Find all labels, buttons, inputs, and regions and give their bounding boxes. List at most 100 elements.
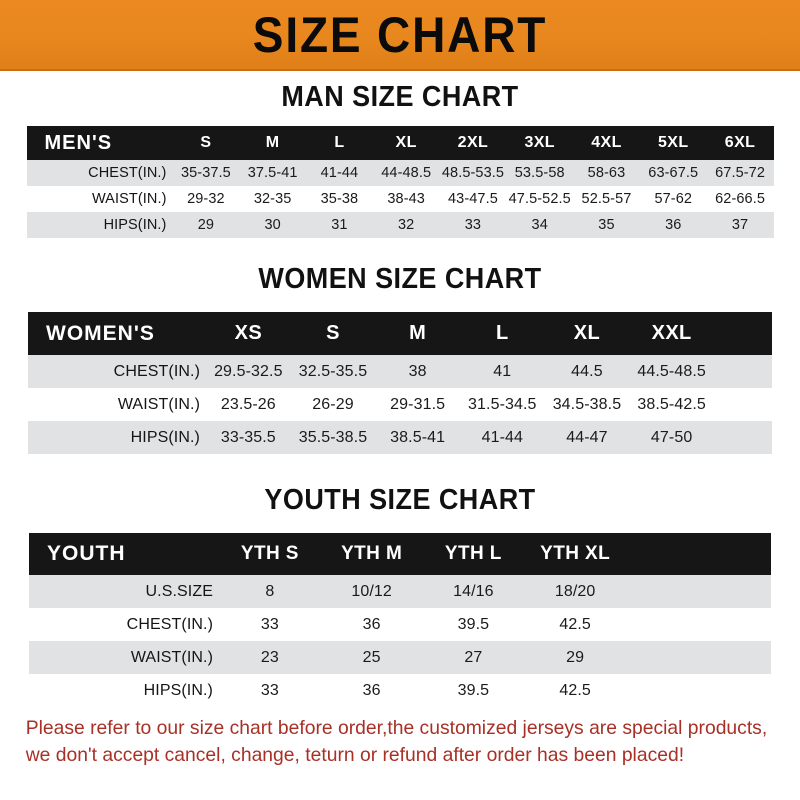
cell: 36 <box>639 212 707 238</box>
footer-disclaimer: Please refer to our size chart before or… <box>0 715 792 769</box>
cell: 57-62 <box>639 186 707 212</box>
cell: 42.5 <box>524 674 626 707</box>
cell: 33 <box>219 674 321 707</box>
row-label: U.S.SIZE <box>29 575 219 608</box>
youth-col-header: YTH S <box>219 533 321 575</box>
man-col-header: 4XL <box>573 126 640 160</box>
cell: 52.5-57 <box>573 186 640 212</box>
cell: 39.5 <box>422 608 525 641</box>
youth-section-title: YOUTH SIZE CHART <box>264 484 536 516</box>
cell: 41-44 <box>306 160 373 186</box>
cell: 32-35 <box>239 186 307 212</box>
spacer <box>0 71 800 81</box>
women-col-header: XL <box>544 312 630 355</box>
cell: 23.5-26 <box>206 388 291 421</box>
cell: 67.5-72 <box>706 160 774 186</box>
cell: 32.5-35.5 <box>290 355 376 388</box>
cell: 63-67.5 <box>639 160 707 186</box>
cell: 37.5-41 <box>239 160 307 186</box>
table-row: CHEST(IN.) 29.5-32.5 32.5-35.5 38 41 44.… <box>28 355 772 388</box>
man-col-header: 3XL <box>506 126 574 160</box>
table-row: WAIST(IN.) 23.5-26 26-29 29-31.5 31.5-34… <box>28 388 772 421</box>
youth-table-wrapper: YOUTH YTH S YTH M YTH L YTH XL U.S.SIZE … <box>0 533 800 707</box>
cell: 35-38 <box>306 186 373 212</box>
row-label: HIPS(IN.) <box>28 421 206 454</box>
cell-empty <box>714 355 772 388</box>
cell: 36 <box>320 674 423 707</box>
cell: 35-37.5 <box>172 160 240 186</box>
table-row: WAIST(IN.) 29-32 32-35 35-38 38-43 43-47… <box>26 186 774 212</box>
women-section-title: WOMEN SIZE CHART <box>258 263 542 295</box>
man-section-title: MAN SIZE CHART <box>281 81 519 113</box>
row-label: CHEST(IN.) <box>28 355 206 388</box>
man-corner-label: MEN'S <box>26 126 173 160</box>
cell: 34 <box>506 212 574 238</box>
women-table-body: CHEST(IN.) 29.5-32.5 32.5-35.5 38 41 44.… <box>28 355 772 454</box>
cell: 44-48.5 <box>372 160 440 186</box>
cell: 32 <box>372 212 440 238</box>
cell: 29-32 <box>172 186 240 212</box>
women-col-header: XS <box>206 312 291 355</box>
cell: 48.5-53.5 <box>439 160 507 186</box>
cell: 25 <box>320 641 423 674</box>
youth-col-header: YTH XL <box>524 533 626 575</box>
row-label: WAIST(IN.) <box>26 186 173 212</box>
cell: 44.5 <box>544 355 630 388</box>
women-col-header: S <box>290 312 376 355</box>
youth-size-table: YOUTH YTH S YTH M YTH L YTH XL U.S.SIZE … <box>29 533 771 707</box>
table-row: CHEST(IN.) 33 36 39.5 42.5 <box>29 608 771 641</box>
man-col-header: S <box>172 126 240 160</box>
cell: 41-44 <box>459 421 545 454</box>
row-label: WAIST(IN.) <box>29 641 219 674</box>
cell: 31 <box>306 212 373 238</box>
cell: 29.5-32.5 <box>206 355 291 388</box>
cell: 30 <box>239 212 307 238</box>
women-col-header-empty <box>714 312 772 355</box>
women-col-header: L <box>459 312 545 355</box>
youth-table-head: YOUTH YTH S YTH M YTH L YTH XL <box>29 533 771 575</box>
cell: 33-35.5 <box>206 421 291 454</box>
women-corner-label: WOMEN'S <box>28 312 206 355</box>
cell: 29 <box>172 212 240 238</box>
youth-col-header: YTH M <box>320 533 423 575</box>
row-label: WAIST(IN.) <box>28 388 206 421</box>
women-col-header: XXL <box>629 312 714 355</box>
table-row: HIPS(IN.) 33 36 39.5 42.5 <box>29 674 771 707</box>
cell: 33 <box>219 608 321 641</box>
youth-col-header: YTH L <box>422 533 525 575</box>
man-col-header: XL <box>372 126 440 160</box>
women-size-table: WOMEN'S XS S M L XL XXL CHEST(IN.) 29.5-… <box>28 312 772 454</box>
cell: 36 <box>320 608 423 641</box>
table-header-row: YOUTH YTH S YTH M YTH L YTH XL <box>29 533 771 575</box>
cell-empty <box>626 575 771 608</box>
cell: 10/12 <box>320 575 423 608</box>
page-banner: SIZE CHART <box>0 0 800 71</box>
man-col-header: 6XL <box>706 126 774 160</box>
row-label: CHEST(IN.) <box>26 160 173 186</box>
man-table-body: CHEST(IN.) 35-37.5 37.5-41 41-44 44-48.5… <box>26 160 774 238</box>
youth-corner-label: YOUTH <box>29 533 219 575</box>
cell: 14/16 <box>422 575 525 608</box>
cell-empty <box>626 641 771 674</box>
cell: 38.5-41 <box>375 421 460 454</box>
cell-empty <box>626 608 771 641</box>
cell-empty <box>714 421 772 454</box>
man-table-wrapper: MEN'S S M L XL 2XL 3XL 4XL 5XL 6XL CHEST… <box>0 126 800 238</box>
spacer <box>0 707 800 715</box>
cell: 47-50 <box>629 421 714 454</box>
cell: 31.5-34.5 <box>459 388 545 421</box>
women-table-wrapper: WOMEN'S XS S M L XL XXL CHEST(IN.) 29.5-… <box>0 312 800 454</box>
cell: 47.5-52.5 <box>506 186 574 212</box>
table-row: HIPS(IN.) 29 30 31 32 33 34 35 36 37 <box>26 212 774 238</box>
cell: 44-47 <box>544 421 630 454</box>
cell: 18/20 <box>524 575 626 608</box>
youth-table-body: U.S.SIZE 8 10/12 14/16 18/20 CHEST(IN.) … <box>29 575 771 707</box>
cell: 41 <box>459 355 545 388</box>
cell-empty <box>714 388 772 421</box>
table-row: U.S.SIZE 8 10/12 14/16 18/20 <box>29 575 771 608</box>
cell: 44.5-48.5 <box>629 355 714 388</box>
row-label: CHEST(IN.) <box>29 608 219 641</box>
man-col-header: M <box>239 126 307 160</box>
cell: 42.5 <box>524 608 626 641</box>
cell: 23 <box>219 641 321 674</box>
